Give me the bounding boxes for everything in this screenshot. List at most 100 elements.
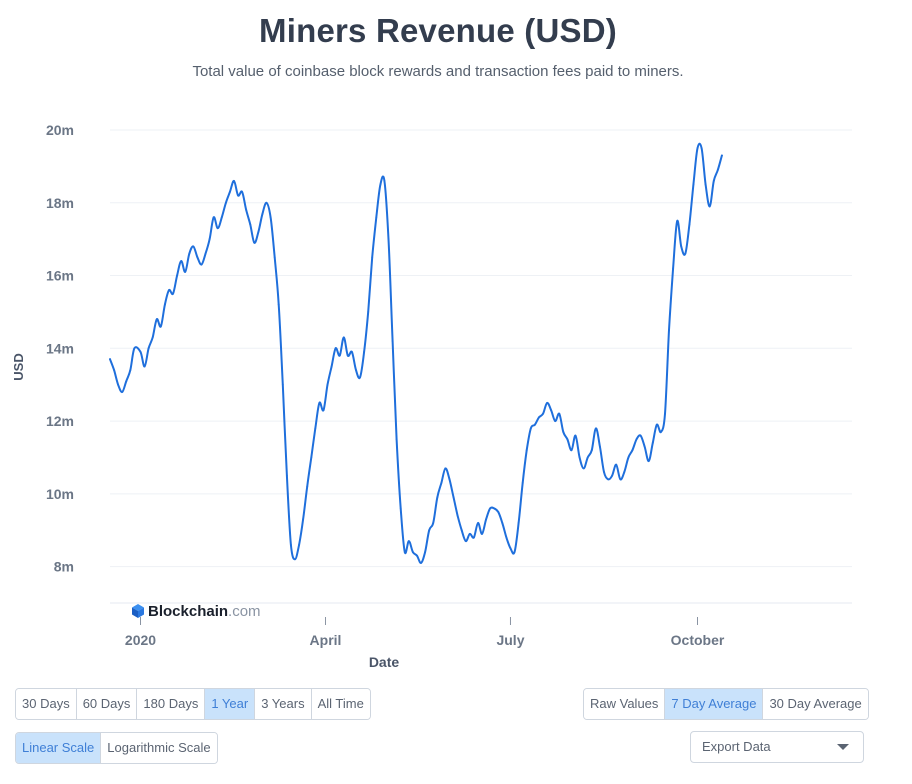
data-point	[245, 209, 248, 211]
data-point	[168, 289, 170, 291]
data-point	[704, 183, 707, 186]
data-point	[578, 456, 581, 459]
data-point	[631, 449, 634, 452]
data-point	[534, 423, 536, 426]
data-point	[355, 369, 357, 371]
data-point	[505, 536, 508, 539]
data-point	[383, 180, 386, 182]
data-point	[338, 354, 341, 357]
data-point	[603, 471, 605, 473]
data-point	[660, 431, 662, 433]
data-point	[192, 245, 195, 248]
data-point	[298, 543, 300, 546]
time-range-selector: 30 Days 60 Days 180 Days 1 Year 3 Years …	[15, 688, 371, 720]
range-180-days-button[interactable]: 180 Days	[137, 689, 206, 719]
data-point	[712, 180, 715, 182]
data-point	[121, 391, 124, 393]
data-point	[668, 329, 670, 331]
data-point	[143, 365, 146, 368]
data-point	[180, 260, 183, 262]
data-point	[302, 518, 304, 521]
data-point	[513, 551, 516, 553]
data-point	[440, 482, 443, 484]
data-point	[485, 518, 487, 521]
scale-selector: Linear Scale Logarithmic Scale	[15, 732, 218, 764]
range-30-days-button[interactable]: 30 Days	[16, 689, 77, 719]
range-1-year-button[interactable]: 1 Year	[205, 689, 256, 719]
data-point	[346, 354, 349, 357]
logarithmic-scale-button[interactable]: Logarithmic Scale	[101, 733, 217, 763]
grid-lines	[110, 129, 852, 604]
30-day-average-button[interactable]: 30 Day Average	[763, 689, 868, 719]
data-point	[416, 554, 418, 557]
range-3-years-button[interactable]: 3 Years	[255, 689, 312, 719]
data-point	[708, 205, 711, 208]
linear-scale-button[interactable]: Linear Scale	[16, 733, 102, 763]
data-point	[233, 180, 235, 182]
data-point	[655, 423, 658, 426]
range-all-time-button[interactable]: All Time	[311, 689, 370, 719]
data-point	[375, 216, 378, 219]
chart-subtitle: Total value of coinbase block rewards an…	[192, 63, 684, 80]
data-point	[627, 456, 630, 459]
y-tick-label: 8m	[54, 559, 74, 575]
data-point	[273, 256, 276, 259]
data-point	[306, 485, 309, 488]
export-data-label: Export Data	[702, 739, 771, 754]
data-point	[363, 351, 365, 353]
chart-title: Miners Revenue (USD)	[259, 12, 617, 49]
data-point	[322, 409, 325, 412]
data-point	[407, 540, 410, 542]
y-tick-label: 20m	[46, 122, 74, 138]
data-point	[133, 347, 136, 350]
data-point	[493, 507, 496, 510]
data-point	[562, 431, 565, 433]
series-points	[109, 147, 723, 564]
data-point	[281, 383, 284, 386]
watermark-brand: Blockchain	[148, 603, 228, 620]
data-point	[286, 474, 288, 477]
data-point	[672, 267, 674, 270]
y-tick-label: 12m	[46, 413, 74, 429]
raw-values-button[interactable]: Raw Values	[584, 689, 666, 719]
data-point	[448, 478, 451, 481]
data-point	[692, 183, 695, 186]
data-point	[351, 351, 353, 353]
data-point	[164, 303, 166, 306]
data-point	[265, 201, 268, 204]
data-point	[586, 456, 589, 459]
data-point	[395, 438, 398, 441]
watermark: Blockchain.com	[132, 603, 261, 620]
data-point	[326, 383, 329, 386]
x-tick-label: 2020	[125, 632, 156, 648]
data-point	[117, 383, 119, 386]
7-day-average-button[interactable]: 7 Day Average	[665, 689, 764, 719]
data-point	[680, 245, 683, 248]
average-selector: Raw Values 7 Day Average 30 Day Average	[583, 688, 869, 720]
data-point	[428, 529, 431, 532]
data-point	[700, 147, 703, 150]
data-point	[310, 456, 313, 459]
data-point	[696, 147, 699, 150]
data-point	[129, 369, 132, 371]
data-point	[290, 543, 292, 546]
data-point	[647, 460, 650, 462]
data-point	[546, 402, 548, 404]
y-tick-label: 14m	[46, 340, 74, 356]
blockchain-logo-icon	[132, 604, 144, 618]
data-point	[257, 231, 260, 233]
data-point	[387, 238, 390, 241]
data-point	[237, 194, 240, 197]
data-point	[249, 223, 252, 226]
export-data-dropdown[interactable]: Export Data	[690, 731, 864, 763]
data-point	[611, 474, 613, 477]
data-point	[204, 252, 207, 255]
data-point	[208, 238, 211, 241]
data-point	[489, 507, 491, 510]
data-point	[113, 369, 115, 371]
data-point	[269, 216, 272, 219]
data-point	[399, 507, 402, 510]
y-axis-label: USD	[11, 353, 26, 380]
data-point	[460, 529, 463, 532]
range-60-days-button[interactable]: 60 Days	[76, 689, 138, 719]
